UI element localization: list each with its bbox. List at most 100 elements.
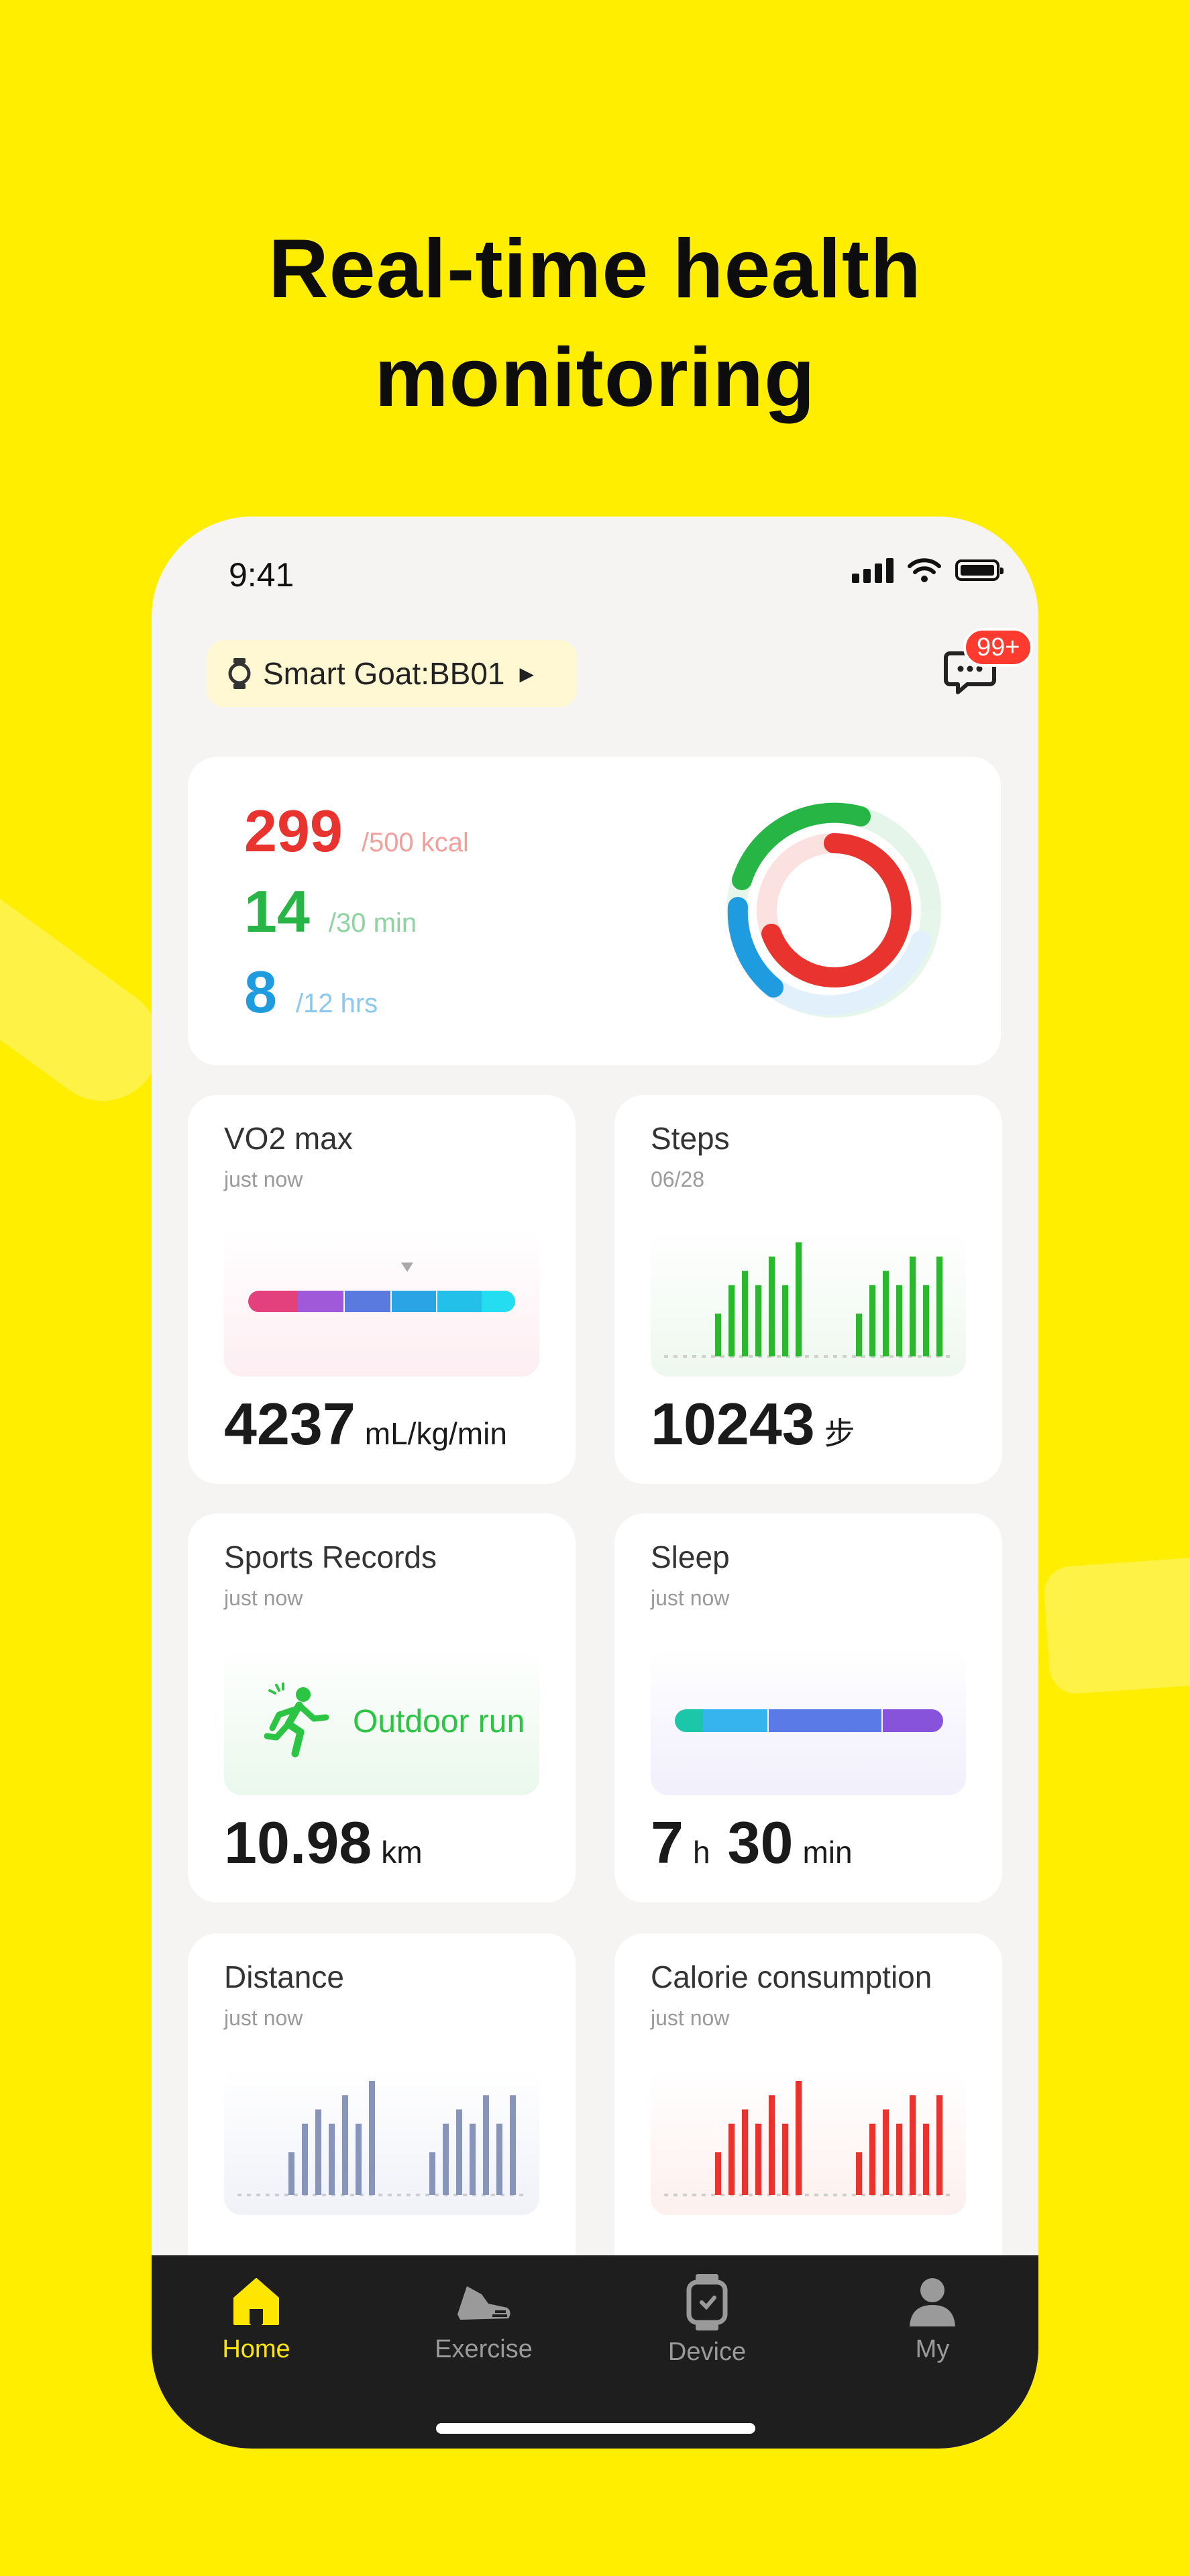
device-name: Smart Goat:BB01 [263,656,505,691]
distance-bar [470,2123,476,2195]
distance-bar [342,2095,348,2195]
distance-bar [429,2152,435,2195]
home-indicator [436,2423,755,2434]
sleep-minutes: 30 [727,1809,794,1876]
calories-value: 299 [244,798,343,864]
sleep-subtitle: just now [651,1586,730,1610]
steps-unit: 步 [824,1416,855,1451]
shoe-icon [457,2286,510,2320]
message-badge: 99+ [963,628,1034,667]
stand-goal: /12 hrs [295,989,378,1018]
sports-value-row: 10.98 km [224,1809,440,1877]
distance-chart [224,2068,539,2215]
distance-bar [510,2095,516,2195]
calorie-chart [651,2068,966,2215]
steps-chart [651,1229,966,1377]
steps-value-row: 10243 步 [651,1390,873,1458]
sleep-title: Sleep [651,1540,730,1574]
vo2-subtitle: just now [224,1167,303,1191]
status-time: 9:41 [229,556,294,594]
tab-my-label: My [915,2335,950,2363]
vo2-value-row: 4237 mL/kg/min [224,1390,525,1458]
calorie-bar [910,2095,916,2195]
tab-device[interactable]: Device [633,2274,781,2367]
steps-value: 10243 [651,1391,815,1457]
steps-bar [856,1313,862,1356]
sports-activity: Outdoor run [224,1648,539,1795]
sleep-hours-unit: h [692,1835,710,1870]
steps-subtitle: 06/28 [651,1167,705,1191]
wifi-icon [908,558,941,582]
sleep-minutes-unit: min [802,1835,853,1870]
battery-icon [955,559,1004,581]
calories-goal: /500 kcal [361,828,469,857]
headline-line-2: monitoring [374,331,816,424]
distance-bar [443,2123,449,2195]
calorie-bar [883,2109,889,2195]
tab-home-label: Home [222,2335,290,2363]
exercise-value: 14 [244,878,310,945]
calorie-bar [936,2095,942,2195]
person-icon [910,2278,955,2326]
sleep-value-row: 7 h 30 min [651,1809,870,1877]
tab-my[interactable]: My [859,2274,1006,2364]
headline-line-1: Real-time health [268,223,922,315]
status-icons [852,557,1004,584]
calorie-bar [796,2081,802,2195]
vo2-gauge [224,1229,539,1377]
steps-bar [742,1271,748,1356]
sleep-hours: 7 [651,1809,684,1876]
phone-frame: 9:41 Smart Goat:BB01 ▶ 99+ 299 /500 kcal [152,517,1038,2449]
calorie-bar [869,2123,875,2195]
sports-records-card[interactable]: Sports Records just now Outdoor run 10.9… [188,1513,576,1902]
signal-icon [852,557,894,583]
steps-card[interactable]: Steps 06/28 10243 步 [614,1095,1002,1484]
sports-activity-label: Outdoor run [353,1703,525,1739]
watch-icon [686,2274,728,2330]
calorie-bar [755,2123,761,2195]
sleep-bar [651,1648,966,1795]
device-selector[interactable]: Smart Goat:BB01 ▶ [207,640,577,707]
calorie-bar [728,2123,735,2195]
distance-bar [288,2152,294,2195]
steps-bar [896,1285,902,1356]
sports-unit: km [381,1835,423,1870]
exercise-stat: 14 /30 min [244,877,417,946]
vo2-max-card[interactable]: VO2 max just now 4237 mL/kg/min [188,1095,576,1484]
calorie-bar [715,2152,721,2195]
distance-bar [356,2123,362,2195]
steps-bar [883,1271,889,1356]
running-icon [264,1682,329,1758]
vo2-title: VO2 max [224,1121,353,1156]
distance-bar [483,2095,489,2195]
distance-bar [302,2123,308,2195]
caret-right-icon: ▶ [519,663,535,684]
calories-stat: 299 /500 kcal [244,797,469,865]
headline: Real-time health monitoring [0,215,1190,432]
steps-bar [936,1256,942,1356]
calorie-bar [782,2123,788,2195]
background-swoosh-right [1042,1544,1190,1696]
steps-bar [755,1285,761,1356]
tab-home[interactable]: Home [182,2274,330,2364]
home-icon [233,2278,279,2325]
calorie-bar [896,2123,902,2195]
steps-bar [910,1256,916,1356]
sleep-card[interactable]: Sleep just now 7 h 30 min [614,1513,1002,1902]
distance-title: Distance [224,1960,344,1994]
steps-bar [769,1256,775,1356]
tab-exercise[interactable]: Exercise [410,2274,557,2364]
steps-bar [782,1285,788,1356]
sports-subtitle: just now [224,1586,303,1610]
steps-bar [796,1242,802,1356]
calorie-bar [769,2095,775,2195]
watch-icon [228,658,251,689]
calorie-bar [742,2109,748,2195]
activity-card[interactable]: 299 /500 kcal 14 /30 min 8 /12 hrs [188,757,1001,1065]
calorie-bar [923,2123,929,2195]
distance-bar [496,2123,502,2195]
sports-title: Sports Records [224,1540,437,1574]
distance-bar [369,2081,375,2195]
distance-subtitle: just now [224,2006,303,2030]
tab-device-label: Device [667,2338,747,2366]
